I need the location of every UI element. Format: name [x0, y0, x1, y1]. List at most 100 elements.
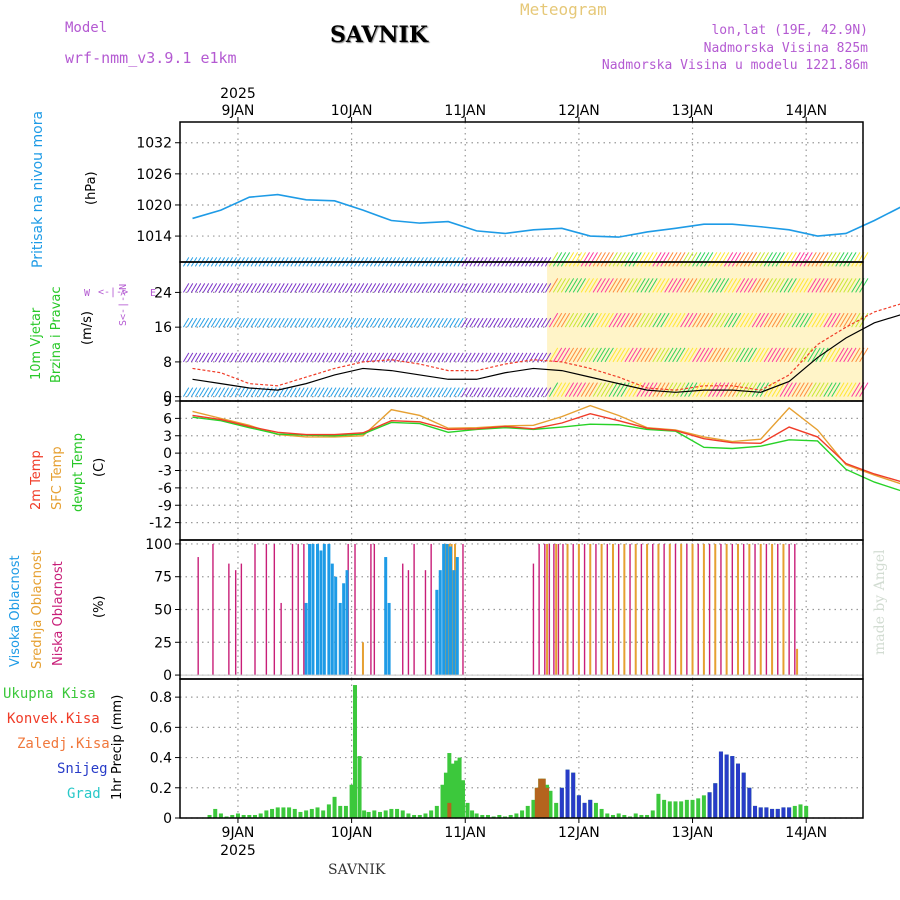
- cloud-low-bar: [234, 570, 237, 676]
- cloud-low-bar: [548, 543, 551, 676]
- wind-barb: [190, 283, 198, 293]
- wind-barb: [350, 387, 357, 397]
- wind-barb: [282, 387, 289, 397]
- precip-total-bar: [304, 810, 309, 818]
- wind-barb: [290, 317, 297, 328]
- wind-barb: [294, 317, 301, 328]
- wind-barb: [218, 352, 226, 363]
- wind-barb: [437, 387, 444, 397]
- wind-barb: [222, 283, 230, 293]
- wind-barb: [286, 283, 293, 293]
- wind-barb: [425, 283, 432, 293]
- wind-barb: [218, 387, 226, 397]
- wind-barb: [246, 387, 253, 397]
- wind-barb: [851, 312, 861, 328]
- precip-legend-total: Ukupna Kisa: [3, 686, 96, 702]
- wind-barb: [322, 352, 329, 363]
- wind-barb: [505, 317, 512, 328]
- wind-barb: [234, 317, 241, 328]
- wind-barb: [612, 347, 622, 363]
- wind-barb: [823, 382, 833, 397]
- wind-barb: [513, 283, 520, 293]
- precip-total-bar: [662, 799, 667, 818]
- cloud-mid-bar: [736, 543, 739, 676]
- wind-barb: [469, 387, 476, 397]
- wind-barb: [298, 317, 305, 328]
- wind-barb: [556, 252, 567, 267]
- wind-barb: [823, 252, 833, 267]
- wind-barb: [827, 312, 837, 328]
- wind-barb: [576, 382, 587, 397]
- wind-barb: [787, 382, 797, 397]
- precip-total-bar: [366, 811, 371, 818]
- precip-total-bar: [628, 816, 633, 818]
- wind-barb: [604, 347, 614, 363]
- wind-barb: [584, 382, 594, 397]
- precip-total-bar: [616, 813, 621, 818]
- x-tick-label-bottom: 9JAN: [222, 825, 255, 841]
- wind-barb: [497, 283, 504, 293]
- cloud-low-bar: [430, 543, 432, 676]
- precip-total-bar: [701, 795, 706, 818]
- precip-total-bar: [224, 816, 229, 818]
- wind-barb: [529, 283, 536, 293]
- wind-barb: [421, 387, 428, 397]
- wind-barb: [517, 352, 524, 363]
- wind-barb: [596, 312, 606, 328]
- precip-total-bar: [503, 816, 508, 818]
- wind-barb: [568, 252, 579, 267]
- elevation-info: Nadmorska Visina 825m: [703, 41, 868, 56]
- wind-barb: [342, 387, 349, 397]
- wind-barb: [648, 252, 658, 267]
- cloud-low-bar: [794, 543, 796, 676]
- wind-barb: [449, 317, 456, 328]
- wind-barb: [361, 352, 369, 363]
- wind-barb: [608, 347, 618, 363]
- precip-total-bar: [599, 808, 604, 818]
- station-title: SAVNIK: [330, 22, 428, 48]
- wind-barb: [318, 317, 325, 328]
- wind-barb: [298, 387, 305, 397]
- cloud-mid-bar: [566, 543, 569, 676]
- wind-barb: [425, 352, 432, 363]
- wind-barb: [381, 283, 389, 293]
- cloud-low-bar: [562, 543, 564, 676]
- precip-total-bar: [690, 799, 695, 818]
- wind-barb: [314, 387, 321, 397]
- wind-barb: [680, 382, 690, 397]
- wind-barb: [787, 312, 797, 328]
- wind-barb: [719, 252, 730, 267]
- wind-barb: [831, 252, 841, 267]
- wind-barb: [190, 317, 198, 328]
- wind-barb: [763, 278, 773, 293]
- wind-barb: [584, 252, 594, 267]
- wind-barb: [258, 283, 265, 293]
- cloud-mid-bar: [796, 648, 799, 676]
- wind-barb: [600, 252, 610, 267]
- wind-barb: [727, 252, 738, 267]
- wind-barb: [676, 347, 686, 363]
- wind-barb: [843, 382, 853, 397]
- wind-barb: [477, 352, 484, 363]
- cloud-low-bar: [370, 543, 372, 676]
- cloud-high-bar: [442, 543, 446, 676]
- wind-barb: [672, 312, 682, 328]
- wind-barb: [715, 278, 726, 293]
- wind-barb: [334, 352, 341, 363]
- wind-barb: [835, 382, 845, 397]
- wind-barb: [469, 352, 476, 363]
- wind-barb: [739, 382, 750, 397]
- wind-barb: [389, 352, 397, 363]
- wind-barb: [596, 252, 606, 267]
- wind-barb: [342, 352, 349, 363]
- precip-total-bar: [412, 814, 417, 818]
- cloud-mid-bar: [577, 543, 580, 676]
- precip-total-bar: [423, 813, 428, 818]
- wind-barb: [449, 283, 456, 293]
- precip-legend-frozen: Zaledj.Kisa: [17, 736, 110, 752]
- cloud-low-bar: [354, 543, 356, 676]
- wind-barb: [369, 283, 377, 293]
- precip-total-bar: [622, 814, 627, 818]
- y-tick-label: 0.6: [150, 720, 172, 736]
- precip-snow-bar: [747, 787, 752, 818]
